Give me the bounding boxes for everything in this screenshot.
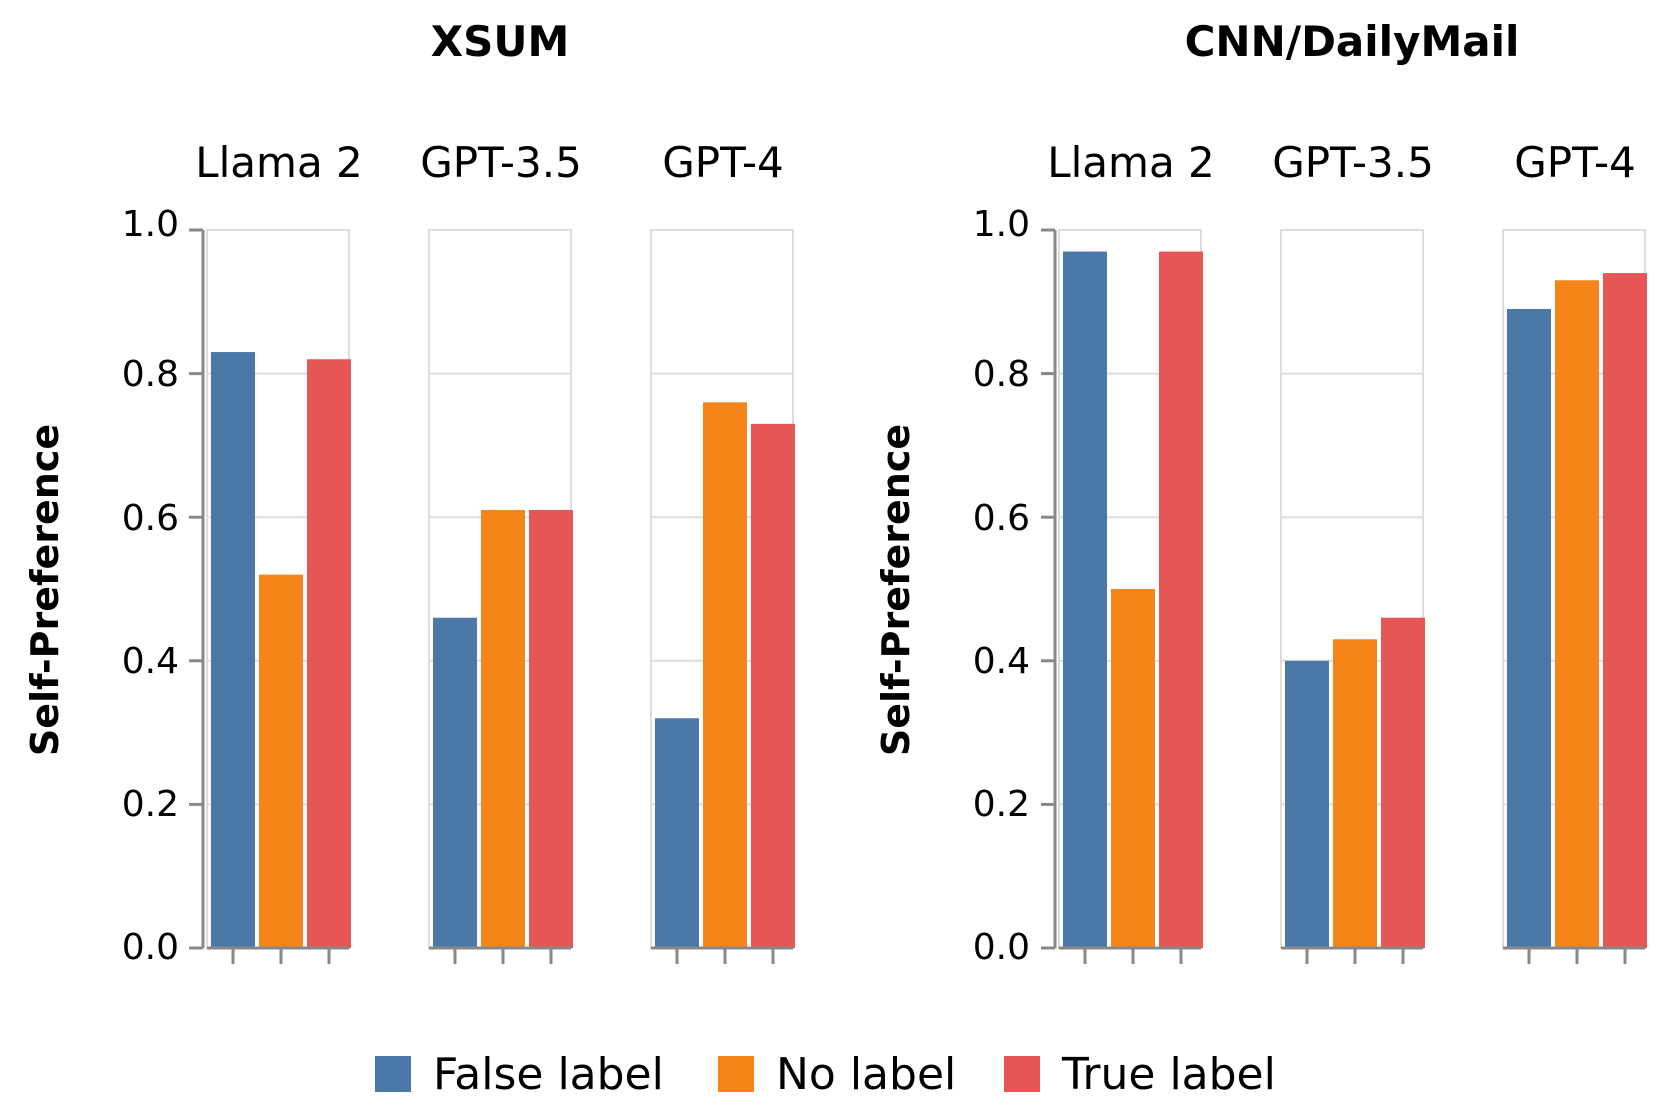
y-axis-title-xsum: Self-Preference <box>23 424 67 756</box>
model-title-cnn-gpt4: GPT-4 <box>1514 138 1636 187</box>
bar <box>481 510 525 948</box>
legend-label-true-label: True label <box>1061 1049 1276 1100</box>
y-tick-label: 1.0 <box>122 204 179 245</box>
y-axis-title-cnn-dailymail: Self-Preference <box>874 424 918 756</box>
model-title-xsum-gpt35: GPT-3.5 <box>420 138 582 187</box>
bar <box>307 359 351 948</box>
bar <box>1063 251 1107 949</box>
bar <box>259 574 303 948</box>
dataset-title-xsum: XSUM <box>431 17 570 66</box>
y-tick-label: 0.6 <box>122 498 179 539</box>
model-title-xsum-llama2: Llama 2 <box>195 138 363 187</box>
bar <box>1507 308 1551 949</box>
y-tick-label: 1.0 <box>973 204 1030 245</box>
legend-swatch-no-label <box>718 1056 754 1092</box>
y-tick-label: 0.2 <box>973 784 1030 825</box>
y-tick-label: 0.4 <box>973 641 1030 682</box>
legend-swatch-true-label <box>1004 1056 1040 1092</box>
bar <box>529 510 573 948</box>
legend-label-false-label: False label <box>433 1049 664 1100</box>
bar <box>655 718 699 948</box>
y-tick-label: 0.2 <box>122 784 179 825</box>
legend-label-no-label: No label <box>776 1049 956 1100</box>
y-tick-label: 0.8 <box>973 354 1030 395</box>
bar <box>1381 617 1425 948</box>
bar <box>433 617 477 948</box>
y-tick-label: 0.4 <box>122 641 179 682</box>
y-tick-label: 0.0 <box>973 927 1030 968</box>
y-tick-label: 0.0 <box>122 927 179 968</box>
bar <box>1555 280 1599 948</box>
bar <box>1333 639 1377 948</box>
bar <box>1603 273 1647 949</box>
bar <box>211 352 255 948</box>
model-title-xsum-gpt4: GPT-4 <box>662 138 784 187</box>
bar <box>1285 660 1329 948</box>
bar <box>1111 589 1155 948</box>
plot-layer <box>189 228 1647 964</box>
y-tick-label: 0.8 <box>122 354 179 395</box>
bar <box>703 402 747 948</box>
y-tick-label: 0.6 <box>973 498 1030 539</box>
legend: False label No label True label <box>375 1049 1276 1100</box>
model-title-cnn-gpt35: GPT-3.5 <box>1272 138 1434 187</box>
model-title-cnn-llama2: Llama 2 <box>1047 138 1215 187</box>
bar <box>1159 251 1203 949</box>
legend-swatch-false-label <box>375 1056 411 1092</box>
dataset-title-cnn-dailymail: CNN/DailyMail <box>1185 17 1520 66</box>
bar <box>751 423 795 948</box>
